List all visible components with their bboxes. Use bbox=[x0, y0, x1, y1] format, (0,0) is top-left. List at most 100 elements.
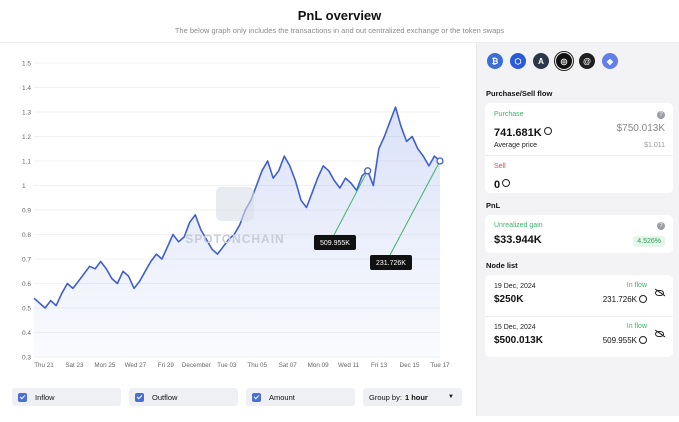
help-icon[interactable]: ? bbox=[657, 222, 665, 230]
y-tick-label: 0.5 bbox=[22, 306, 31, 313]
marker-point bbox=[364, 167, 372, 175]
hide-eye-icon[interactable] bbox=[655, 331, 664, 337]
page-subtitle: The below graph only includes the transa… bbox=[174, 26, 505, 35]
flow-card: Purchase ? 741.681K $750.013K Average pr… bbox=[485, 103, 673, 193]
node-list-card: 19 Dec, 2024 In flow $250K 231.726K 15 D… bbox=[485, 275, 673, 357]
token-icon bbox=[639, 335, 647, 344]
x-tick-label: Wed 11 bbox=[338, 362, 360, 369]
marker-tooltip bbox=[314, 235, 356, 250]
node-amount-row: 231.726K bbox=[602, 294, 647, 304]
chart-panel: 1.5 1.4 1.3 1.2 1.1 1 0.9 0.8 0.7 0.6 0.5 0.4 0.3 Thu… bbox=[0, 42, 476, 416]
group-by-select[interactable]: Group by: 1 hour ▼ bbox=[363, 388, 462, 406]
node-amount: 509.955K bbox=[602, 336, 637, 345]
bitcoin-icon[interactable]: ₿ bbox=[487, 53, 503, 69]
x-tick-label: Sat 23 bbox=[65, 362, 84, 369]
amount-checkbox[interactable] bbox=[252, 392, 261, 402]
inflow-label: Inflow bbox=[35, 392, 55, 402]
token-icon bbox=[543, 126, 552, 135]
purchase-label: Purchase bbox=[494, 111, 524, 118]
watermark-logo bbox=[216, 187, 254, 221]
flow-section-title: Purchase/Sell flow bbox=[486, 89, 553, 98]
x-tick-label: Tue 03 bbox=[217, 362, 237, 369]
chevron-down-icon: ▼ bbox=[448, 394, 454, 400]
x-tick-label: Sat 07 bbox=[279, 362, 298, 369]
node-date: 15 Dec, 2024 bbox=[494, 324, 536, 331]
series-area bbox=[34, 107, 440, 357]
series-line bbox=[33, 106, 441, 309]
x-tick-label: Thu 05 bbox=[247, 362, 267, 369]
y-tick-label: 1.1 bbox=[22, 159, 31, 166]
marker-point bbox=[436, 157, 444, 165]
chainlink-icon[interactable]: ⬡ bbox=[510, 53, 526, 69]
marker-connector bbox=[389, 160, 441, 256]
y-tick-label: 0.8 bbox=[22, 232, 31, 239]
group-by-value: 1 hour bbox=[404, 392, 428, 402]
node-value: $250K bbox=[494, 294, 524, 305]
node-list-title: Node list bbox=[486, 261, 518, 270]
pnl-section-title: PnL bbox=[486, 201, 501, 210]
watermark: SPOTONCHAIN bbox=[185, 232, 284, 246]
x-tick-label: December bbox=[182, 362, 211, 369]
pnl-card: Unrealized gain ? $33.944K 4.526% bbox=[485, 215, 673, 253]
node-list-item[interactable]: 19 Dec, 2024 In flow $250K 231.726K bbox=[485, 275, 673, 316]
divider bbox=[485, 316, 673, 317]
page-header: PnL overview The below graph only includ… bbox=[0, 0, 679, 42]
y-tick-label: 1.5 bbox=[22, 61, 31, 68]
ethereum-icon[interactable]: ◆ bbox=[602, 53, 618, 69]
selected-chain-icon[interactable]: ◎ bbox=[554, 51, 574, 71]
x-tick-label: Dec 15 bbox=[400, 362, 420, 369]
outflow-checkbox[interactable] bbox=[135, 392, 144, 402]
y-tick-label: 0.6 bbox=[22, 281, 31, 288]
node-value: $500.013K bbox=[494, 335, 543, 346]
y-tick-label: 1 bbox=[22, 183, 26, 190]
purchase-amount: 741.681K bbox=[494, 127, 542, 139]
outflow-label: Outflow bbox=[152, 392, 178, 402]
x-tick-label: Fri 13 bbox=[371, 362, 388, 369]
x-tick-label: Tue 17 bbox=[430, 362, 450, 369]
unrealized-gain-percent: 4.526% bbox=[633, 236, 665, 247]
node-flow-label: In flow bbox=[626, 282, 647, 289]
x-tick-label: Fri 29 bbox=[158, 362, 175, 369]
marker-label: 231.726K bbox=[376, 260, 406, 267]
right-panel: ₿ ⬡ A ◎ @ ◆ Purchase/Sell flow Purchase ? 741… bbox=[476, 42, 679, 416]
chain-selector: ₿ ⬡ A ◎ @ ◆ bbox=[487, 51, 618, 71]
purchase-amount-row: 741.681K bbox=[494, 123, 552, 141]
node-list-item[interactable]: 15 Dec, 2024 In flow $500.013K 509.955K bbox=[485, 317, 673, 357]
page-title: PnL overview bbox=[297, 8, 382, 23]
avg-price-value: $1.011 bbox=[644, 142, 665, 149]
y-tick-label: 0.7 bbox=[22, 257, 31, 264]
pnl-chart[interactable]: 1.51.41.31.21.110.90.80.70.60.50.40.3Thu… bbox=[0, 43, 476, 417]
legend-outflow-toggle[interactable]: Outflow bbox=[129, 388, 238, 406]
purchase-value: $750.013K bbox=[616, 123, 665, 134]
legend-amount-toggle[interactable]: Amount bbox=[246, 388, 355, 406]
sell-amount: 0 bbox=[494, 179, 501, 191]
avg-price-label: Average price bbox=[494, 142, 538, 149]
node-amount-row: 509.955K bbox=[602, 335, 647, 345]
sell-amount-row: 0 bbox=[494, 175, 511, 193]
y-tick-label: 0.3 bbox=[22, 355, 31, 362]
x-tick-label: Mon 25 bbox=[94, 362, 116, 369]
y-tick-label: 0.9 bbox=[22, 208, 31, 215]
x-tick-label: Thu 21 bbox=[34, 362, 54, 369]
sell-label: Sell bbox=[494, 163, 506, 170]
marker-connector bbox=[333, 170, 369, 236]
help-icon[interactable]: ? bbox=[657, 111, 665, 119]
x-tick-label: Wed 27 bbox=[125, 362, 147, 369]
token-icon bbox=[502, 178, 511, 187]
marker-label: 509.955K bbox=[320, 240, 350, 247]
group-by-label: Group by: bbox=[369, 392, 402, 402]
y-tick-label: 1.2 bbox=[22, 134, 31, 141]
y-tick-label: 0.4 bbox=[22, 330, 31, 337]
x-tick-label: Mon 09 bbox=[308, 362, 330, 369]
node-amount: 231.726K bbox=[602, 295, 637, 304]
divider bbox=[485, 155, 673, 156]
token-icon bbox=[639, 294, 647, 303]
hide-eye-icon[interactable] bbox=[655, 290, 664, 296]
node-flow-label: In flow bbox=[626, 323, 647, 330]
spiral-chain-icon[interactable]: @ bbox=[579, 53, 595, 69]
node-date: 19 Dec, 2024 bbox=[494, 283, 536, 290]
legend-inflow-toggle[interactable]: Inflow bbox=[12, 388, 121, 406]
marker-tooltip bbox=[370, 255, 412, 270]
inflow-checkbox[interactable] bbox=[18, 392, 27, 402]
arbitrum-icon[interactable]: A bbox=[533, 53, 549, 69]
